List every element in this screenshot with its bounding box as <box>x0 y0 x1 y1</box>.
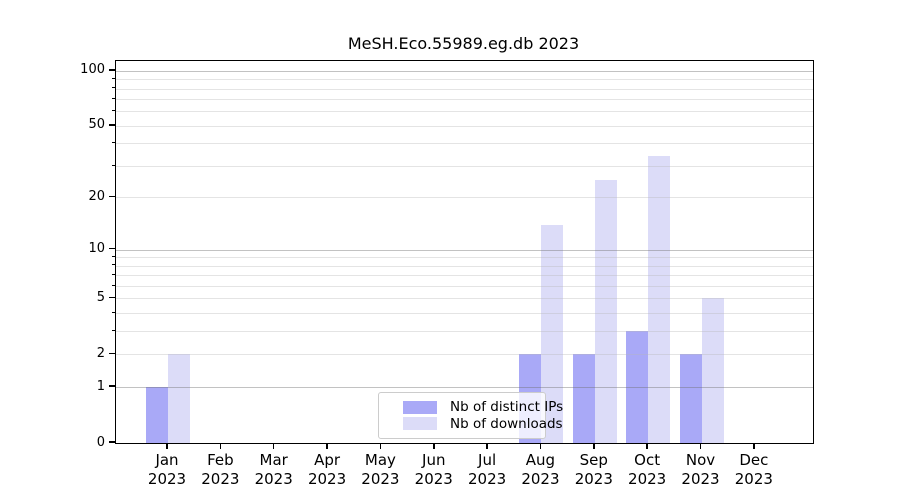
gridline-9 <box>116 257 813 259</box>
legend: Nb of distinct IPs Nb of downloads <box>378 392 563 439</box>
x-tick-jul <box>486 443 488 449</box>
legend-label-distinct-ips: Nb of distinct IPs <box>450 399 564 416</box>
gridline-50 <box>116 125 813 127</box>
y-tick-label-20: 20 <box>88 188 105 204</box>
y-tick-1 <box>109 385 115 387</box>
y-minor-tick-7 <box>112 273 115 275</box>
y-tick-label-1: 1 <box>96 378 105 394</box>
x-tick-feb <box>219 443 222 449</box>
gridline-40 <box>116 143 813 145</box>
bar-oct-downloads <box>648 156 671 443</box>
bar-nov-distinct-ips <box>679 354 702 443</box>
y-tick-label-5: 5 <box>96 289 105 305</box>
legend-swatch-distinct-ips <box>403 400 437 414</box>
y-minor-tick-2 <box>112 352 115 354</box>
gridline-4 <box>116 313 813 315</box>
x-tick-label-aug: Aug 2023 <box>521 451 560 488</box>
x-tick-label-jul: Jul 2023 <box>468 451 507 488</box>
y-minor-tick-9 <box>112 255 115 257</box>
legend-item-distinct-ips: Nb of distinct IPs <box>403 399 563 415</box>
y-tick-label-10: 10 <box>88 241 105 257</box>
gridline-10 <box>116 249 813 251</box>
y-tick-10 <box>109 247 115 250</box>
x-tick-label-jun: Jun 2023 <box>414 451 453 488</box>
gridline-30 <box>116 166 813 168</box>
legend-swatch-downloads <box>403 417 437 431</box>
y-minor-tick-4 <box>112 311 115 313</box>
y-minor-tick-6 <box>112 284 115 286</box>
y-tick-label-100: 100 <box>80 62 105 78</box>
y-minor-tick-70 <box>112 97 115 99</box>
y-minor-tick-40 <box>112 141 115 143</box>
bar-sep-downloads <box>594 180 617 443</box>
gridline-7 <box>116 275 813 277</box>
gridline-90 <box>116 79 813 81</box>
x-tick-may <box>379 443 382 449</box>
gridline-70 <box>116 99 813 101</box>
x-tick-oct <box>646 443 648 449</box>
x-tick-mar <box>272 443 275 449</box>
bar-jan-distinct-ips <box>146 387 168 443</box>
y-minor-tick-60 <box>112 109 115 111</box>
x-tick-label-nov: Nov 2023 <box>681 451 720 488</box>
x-tick-aug <box>539 443 542 449</box>
gridline-8 <box>116 265 813 267</box>
gridline-3 <box>116 331 813 333</box>
bar-oct-distinct-ips <box>626 331 649 443</box>
gridline-2 <box>116 354 813 356</box>
bar-aug-downloads <box>541 224 564 443</box>
gridline-100 <box>116 70 813 72</box>
x-tick-label-jan: Jan 2023 <box>147 451 187 488</box>
gridline-80 <box>116 88 813 90</box>
y-tick-label-2: 2 <box>96 345 105 361</box>
legend-label-downloads: Nb of downloads <box>450 415 563 432</box>
x-tick-jun <box>433 443 435 449</box>
y-minor-tick-3 <box>112 329 115 331</box>
gridline-6 <box>116 286 813 288</box>
bar-jan-downloads <box>168 354 190 443</box>
x-tick-sep <box>593 443 595 449</box>
gridline-5 <box>116 298 813 300</box>
gridline-20 <box>116 197 813 199</box>
y-minor-tick-8 <box>112 264 115 266</box>
x-tick-apr <box>326 443 328 449</box>
y-tick-label-0: 0 <box>96 434 105 450</box>
y-tick-100 <box>109 69 115 71</box>
gridline-1 <box>116 387 813 389</box>
bar-sep-distinct-ips <box>572 354 595 443</box>
chart-title: MeSH.Eco.55989.eg.db 2023 <box>347 34 580 53</box>
x-tick-jan <box>166 443 168 449</box>
bar-nov-downloads <box>701 298 724 443</box>
x-tick-label-oct: Oct 2023 <box>628 451 667 488</box>
plot-area: Nb of distinct IPs Nb of downloads <box>115 60 814 444</box>
y-minor-tick-20 <box>112 195 115 197</box>
x-tick-label-feb: Feb 2023 <box>201 451 240 488</box>
gridline-60 <box>116 111 813 113</box>
y-minor-tick-90 <box>112 77 115 79</box>
legend-item-downloads: Nb of downloads <box>403 416 563 432</box>
y-minor-tick-5 <box>112 296 115 298</box>
y-tick-label-50: 50 <box>88 117 105 133</box>
y-minor-tick-80 <box>112 87 115 89</box>
y-minor-tick-50 <box>112 124 115 126</box>
y-tick-0 <box>109 441 115 443</box>
x-tick-label-mar: Mar 2023 <box>254 451 293 488</box>
x-tick-label-may: May 2023 <box>361 451 400 488</box>
x-tick-dec <box>753 443 755 449</box>
x-tick-label-apr: Apr 2023 <box>307 451 347 488</box>
x-tick-label-dec: Dec 2023 <box>734 451 773 488</box>
y-minor-tick-30 <box>112 164 115 166</box>
x-tick-label-sep: Sep 2023 <box>574 451 613 488</box>
x-tick-nov <box>699 443 702 449</box>
